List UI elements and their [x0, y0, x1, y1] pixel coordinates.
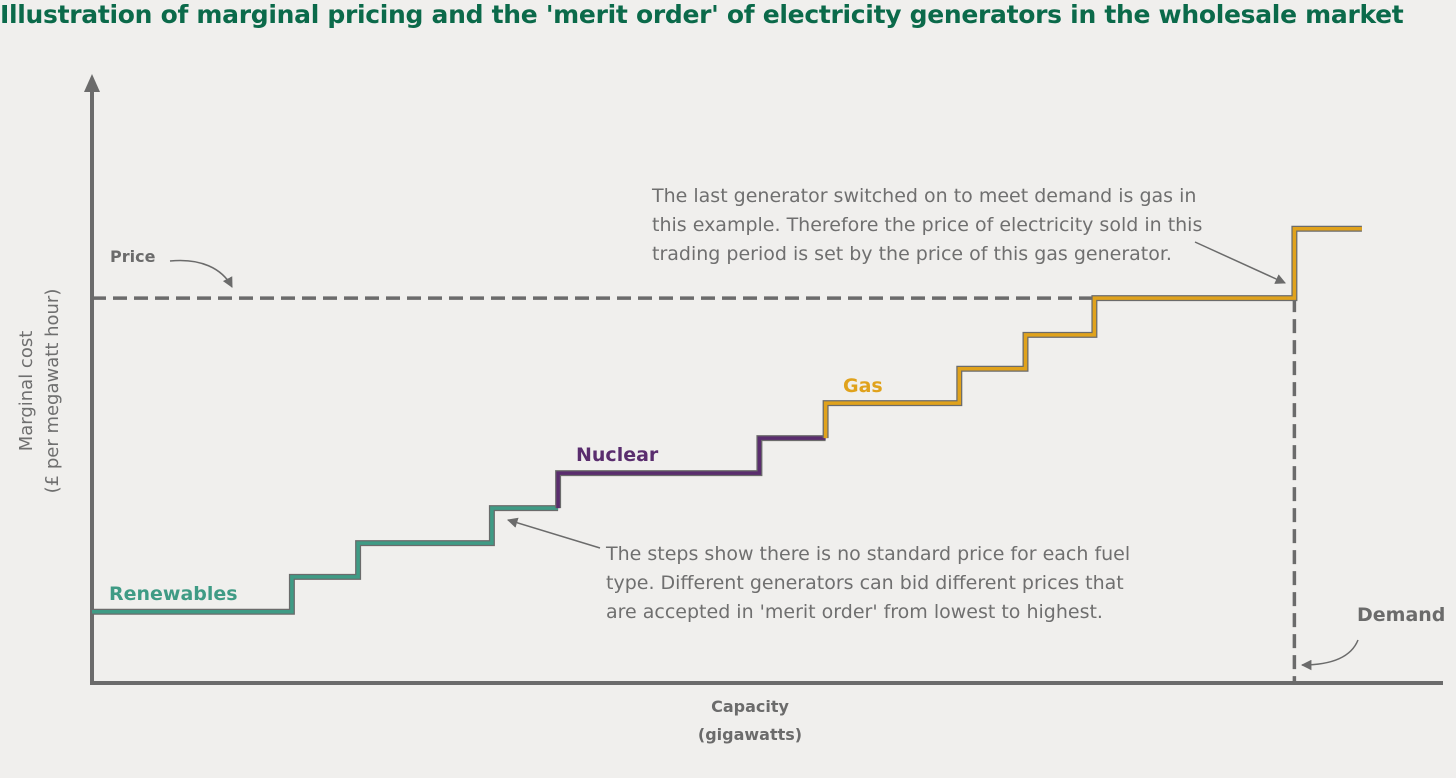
- demand-pointer-arrow: [1300, 639, 1359, 671]
- steps-annotation-arrow: [506, 517, 601, 549]
- gas-annotation-arrow: [1194, 241, 1286, 284]
- price-pointer-arrow: [169, 259, 233, 288]
- gas-annotation: The last generator switched on to meet d…: [652, 185, 1203, 265]
- demand-label: Demand: [1357, 604, 1446, 626]
- renewables-label: Renewables: [109, 583, 238, 605]
- x-axis-label: Capacity (gigawatts): [660, 693, 840, 749]
- steps-annotation: The steps show there is no standard pric…: [606, 543, 1131, 623]
- y-axis-arrow-icon: [84, 74, 100, 92]
- chart-title: Illustration of marginal pricing and the…: [0, 0, 1404, 29]
- x-axis-label-line1: Capacity: [711, 697, 789, 716]
- nuclear-step-line: [556, 436, 826, 509]
- y-axis-label: Marginal cost (£ per megawatt hour): [14, 241, 66, 541]
- nuclear-label: Nuclear: [576, 444, 659, 466]
- y-axis-label-line1: Marginal cost: [16, 330, 37, 452]
- gas-label: Gas: [843, 375, 883, 397]
- renewables-step-line: [92, 506, 559, 614]
- price-label: Price: [110, 247, 156, 266]
- gas-step-line: [823, 227, 1362, 439]
- x-axis-label-line2: (gigawatts): [697, 725, 803, 744]
- y-axis-label-line2: (£ per megawatt hour): [42, 288, 63, 494]
